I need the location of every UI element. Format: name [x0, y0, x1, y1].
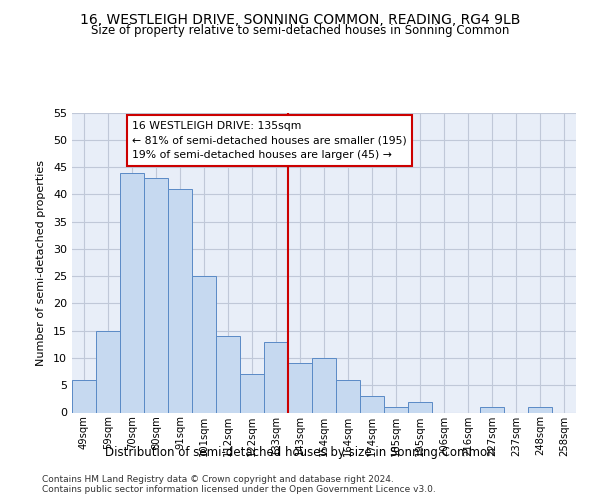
Bar	[96, 330, 120, 412]
Text: Distribution of semi-detached houses by size in Sonning Common: Distribution of semi-detached houses by …	[105, 446, 495, 459]
Bar	[480, 407, 504, 412]
Bar	[360, 396, 384, 412]
Bar	[312, 358, 336, 412]
Text: Size of property relative to semi-detached houses in Sonning Common: Size of property relative to semi-detach…	[91, 24, 509, 37]
Bar	[216, 336, 240, 412]
Bar	[288, 364, 312, 412]
Bar	[528, 407, 552, 412]
Bar	[144, 178, 168, 412]
Bar	[384, 407, 408, 412]
Bar	[120, 172, 144, 412]
Text: Contains HM Land Registry data © Crown copyright and database right 2024.: Contains HM Land Registry data © Crown c…	[42, 475, 394, 484]
Bar	[264, 342, 288, 412]
Text: 16, WESTLEIGH DRIVE, SONNING COMMON, READING, RG4 9LB: 16, WESTLEIGH DRIVE, SONNING COMMON, REA…	[80, 12, 520, 26]
Bar	[408, 402, 432, 412]
Text: Contains public sector information licensed under the Open Government Licence v3: Contains public sector information licen…	[42, 484, 436, 494]
Bar	[192, 276, 216, 412]
Bar	[168, 189, 192, 412]
Bar	[72, 380, 96, 412]
Y-axis label: Number of semi-detached properties: Number of semi-detached properties	[36, 160, 46, 366]
Bar	[336, 380, 360, 412]
Bar	[240, 374, 264, 412]
Text: 16 WESTLEIGH DRIVE: 135sqm
← 81% of semi-detached houses are smaller (195)
19% o: 16 WESTLEIGH DRIVE: 135sqm ← 81% of semi…	[132, 120, 407, 160]
